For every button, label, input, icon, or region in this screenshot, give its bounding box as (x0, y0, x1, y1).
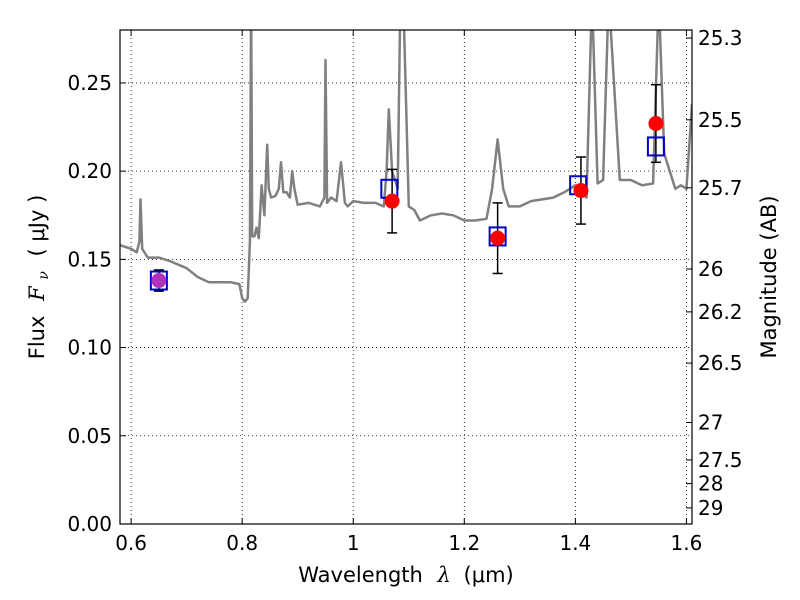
y2-tick-label: 28 (698, 472, 723, 496)
observed-point (490, 230, 506, 246)
plot-frame (119, 29, 693, 525)
y-axis-label-sub: ν (36, 271, 52, 280)
y-tick-label: 0.05 (67, 424, 112, 448)
y2-axis-label: Magnitude (AB) (757, 195, 781, 358)
x-tick-label: 1.6 (671, 531, 703, 555)
y-axis-ticks: 0.00 0.05 0.10 0.15 0.20 0.25 (67, 71, 126, 536)
x-axis-label-prefix: Wavelength (298, 563, 423, 587)
observed-point (648, 116, 664, 132)
model-spectrum-line (120, 30, 692, 303)
x-tick-label: 0.6 (115, 531, 147, 555)
x-axis-label-math: λ (437, 563, 451, 587)
observed-point (573, 183, 589, 199)
x-axis-label-suffix: (μm) (464, 563, 514, 587)
y2-tick-label: 25.5 (698, 108, 743, 132)
x-tick-label: 1.2 (448, 531, 480, 555)
y2-tick-label: 25.7 (698, 176, 743, 200)
y-tick-label: 0.20 (67, 159, 112, 183)
x-tick-label: 1.4 (559, 531, 591, 555)
y2-tick-label: 26.2 (698, 300, 743, 324)
y2-tick-label: 25.3 (698, 26, 743, 50)
y-tick-label: 0.00 (67, 512, 112, 536)
y2-tick-label: 26.5 (698, 351, 743, 375)
y-axis-label: Flux F ν ( μJy ) (25, 195, 53, 360)
model-photometry-marker (149, 270, 168, 291)
model-photometry-marker (646, 136, 665, 157)
x-tick-label: 1 (347, 531, 360, 555)
y-tick-label: 0.15 (67, 247, 112, 271)
y2-tick-label: 29 (698, 496, 723, 520)
x-tick-label: 0.8 (226, 531, 258, 555)
y2-tick-label: 27 (698, 410, 723, 434)
y2-tick-label: 27.5 (698, 448, 743, 472)
plot-series (120, 30, 692, 303)
y-tick-label: 0.10 (67, 336, 112, 360)
y-axis-label-prefix: Flux (25, 316, 49, 360)
y-axis-label-suffix: ( μJy ) (25, 195, 49, 257)
y2-tick-label: 26 (698, 257, 723, 281)
y-axis-label-math: F (25, 285, 49, 302)
observed-point (384, 193, 400, 209)
observed-point (151, 273, 167, 289)
x-axis-ticks: 0.6 0.8 1 1.2 1.4 1.6 (115, 30, 702, 555)
y-tick-label: 0.25 (67, 71, 112, 95)
x-axis-label: Wavelength λ (μm) (298, 563, 513, 587)
